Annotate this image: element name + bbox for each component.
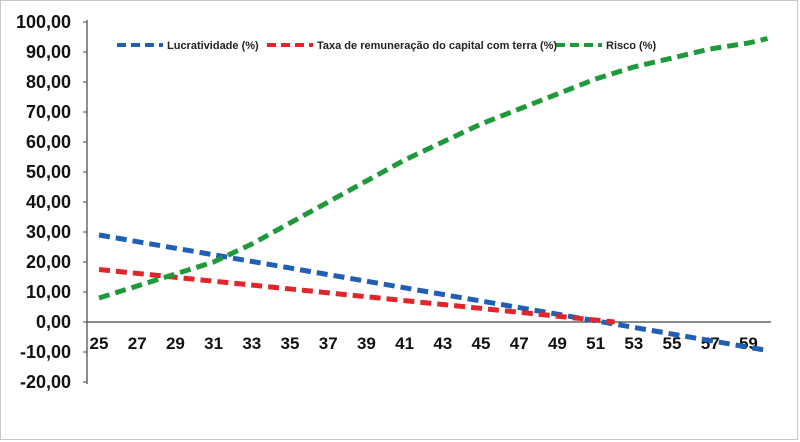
y-tick-label: 20,00	[26, 252, 71, 272]
y-tick-label: 10,00	[26, 282, 71, 302]
x-tick-label: 29	[166, 334, 185, 353]
series-line-0	[98, 232, 768, 353]
x-tick-label: 49	[548, 334, 567, 353]
x-tick-label: 51	[586, 334, 605, 353]
y-tick-label: 50,00	[26, 162, 71, 182]
y-tick-label: 100,00	[16, 12, 71, 32]
y-tick-label: 80,00	[26, 72, 71, 92]
y-tick-label: 40,00	[26, 192, 71, 212]
series-lines	[98, 36, 769, 353]
x-tick-label: 25	[90, 334, 109, 353]
x-tick-label: 55	[663, 334, 682, 353]
legend-label: Risco (%)	[606, 40, 656, 52]
y-tick-label: 70,00	[26, 102, 71, 122]
x-tick-label: 39	[357, 334, 376, 353]
legend-label: Taxa de remuneração do capital com terra…	[317, 40, 557, 52]
x-axis: 25 27 29 31 33 35 37 39 41 43 45 47 49 51 53 55 57 59	[87, 321, 771, 353]
x-tick-label: 33	[242, 334, 261, 353]
x-tick-label: 45	[472, 334, 491, 353]
y-tick-label: 0,00	[36, 312, 71, 332]
x-tick-label: 43	[433, 334, 452, 353]
series-line-2	[98, 36, 769, 301]
x-tick-label: 31	[204, 334, 223, 353]
x-tick-label: 57	[701, 334, 720, 353]
x-tick-label: 37	[319, 334, 338, 353]
x-tick-label: 47	[510, 334, 529, 353]
y-tick-label: 90,00	[26, 42, 71, 62]
y-axis: 100,00 90,00 80,00 70,00 60,00 50,00 40,00 30,0…	[16, 12, 88, 392]
y-tick-label: 60,00	[26, 132, 71, 152]
y-tick-label: -10,00	[20, 342, 71, 362]
x-tick-label: 41	[395, 334, 414, 353]
series-line-1	[98, 267, 615, 325]
y-tick-label: -20,00	[20, 372, 71, 392]
legend: Lucratividade (%) Taxa de remuneração do …	[117, 40, 656, 52]
legend-label: Lucratividade (%)	[167, 40, 259, 52]
x-tick-label: 53	[624, 334, 643, 353]
x-tick-label: 27	[128, 334, 147, 353]
y-tick-label: 30,00	[26, 222, 71, 242]
x-tick-label: 35	[281, 334, 300, 353]
